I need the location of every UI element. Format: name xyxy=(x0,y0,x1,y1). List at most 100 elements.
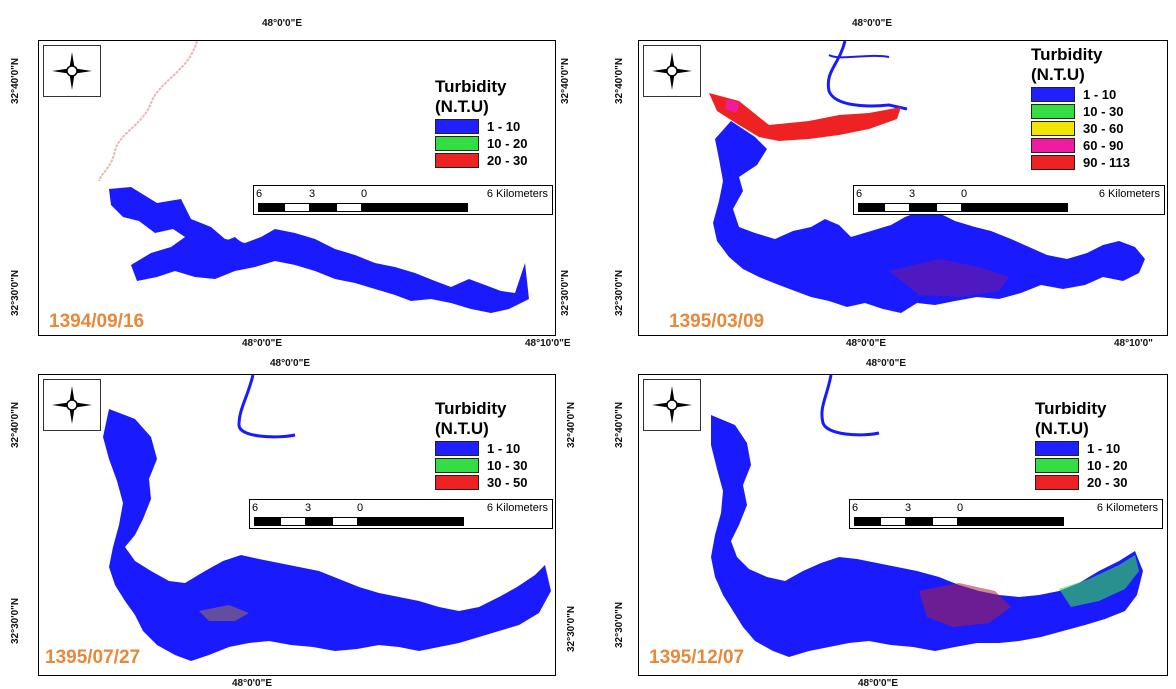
reservoir-map xyxy=(709,41,1145,313)
scale-tick-6: 6 xyxy=(252,502,259,514)
legend-label: 1 - 10 xyxy=(487,118,521,134)
north-arrow xyxy=(43,45,101,97)
legend-label: 10 - 20 xyxy=(487,135,528,151)
legend-label: 1 - 10 xyxy=(487,440,521,456)
acquisition-date: 1395/07/27 xyxy=(45,647,141,668)
turbidity-legend: Turbidity (N.T.U) 1 - 10 10 - 30 30 - 60… xyxy=(1031,45,1165,170)
north-arrow xyxy=(43,379,101,431)
turbid-zone xyxy=(889,259,1009,297)
legend-title: Turbidity xyxy=(1031,45,1103,64)
lon-bottom-right-label: 48°10'0"E xyxy=(525,338,571,349)
lat-left-top: 32°40'0"N xyxy=(10,401,21,448)
legend-label: 60 - 90 xyxy=(1083,137,1124,153)
lat-right-bottom: 32°30'0"N xyxy=(566,605,577,652)
legend-item: 1 - 10 xyxy=(435,440,553,456)
legend-swatch xyxy=(435,152,479,168)
reservoir-map xyxy=(711,375,1143,657)
legend-label: 90 - 113 xyxy=(1083,154,1130,170)
legend-item: 20 - 30 xyxy=(435,152,553,168)
legend-item: 30 - 50 xyxy=(435,474,553,490)
scale-tick-3: 3 xyxy=(909,188,916,200)
turbid-spot xyxy=(199,605,249,621)
map-panel-1: 48°0'0"E Turbidity (N.T.U) 1 - 10 10 - 2… xyxy=(0,0,590,349)
lon-top-label: 48°0'0"E xyxy=(270,358,311,369)
lat-left-top: 32°40'0"N xyxy=(10,57,21,104)
compass-rose-icon xyxy=(652,52,692,90)
lon-bottom-label: 48°0'0"E xyxy=(858,678,899,689)
turbid-edge-green xyxy=(1059,555,1139,607)
scale-unit-label: 6 Kilometers xyxy=(1096,502,1158,514)
scale-segment xyxy=(306,517,332,526)
legend-swatch xyxy=(1035,440,1079,456)
legend-swatch xyxy=(435,118,479,134)
scale-tick-3: 3 xyxy=(905,502,912,514)
lon-bottom-right-label: 48°10'0" xyxy=(1114,338,1153,349)
turbid-inflow xyxy=(709,93,901,141)
scale-segment xyxy=(854,517,880,526)
scale-segment xyxy=(884,203,910,212)
legend-label: 10 - 20 xyxy=(1087,457,1128,473)
legend-swatch xyxy=(1035,474,1079,490)
lat-right-bottom: 32°30'0"N xyxy=(560,269,571,316)
legend-swatch xyxy=(435,440,479,456)
scale-segment xyxy=(958,517,1064,526)
acquisition-date: 1394/09/16 xyxy=(49,311,145,332)
legend-item: 10 - 30 xyxy=(435,457,553,473)
lat-right-top: 32°40'0"N xyxy=(566,401,577,448)
scale-unit-label: 6 Kilometers xyxy=(486,502,548,514)
scale-segment xyxy=(936,203,962,212)
map-frame: Turbidity (N.T.U) 1 - 10 10 - 30 30 - 60… xyxy=(638,40,1168,336)
scale-segment xyxy=(880,517,906,526)
lat-left-bottom: 32°30'0"N xyxy=(614,601,625,648)
scale-tick-6: 6 xyxy=(852,502,859,514)
scale-segment xyxy=(362,203,468,212)
turbidity-legend: Turbidity (N.T.U) 1 - 10 10 - 20 20 - 30 xyxy=(435,77,553,168)
reservoir-map xyxy=(103,375,551,661)
scale-segment xyxy=(906,517,932,526)
lon-top-label: 48°0'0"E xyxy=(852,18,893,29)
scale-tick-3: 3 xyxy=(309,188,316,200)
lat-left-top: 32°40'0"N xyxy=(614,401,625,448)
acquisition-date: 1395/03/09 xyxy=(669,311,765,332)
legend-item: 1 - 10 xyxy=(435,118,553,134)
river-headwater xyxy=(828,54,890,59)
scale-tick-3: 3 xyxy=(305,502,312,514)
scale-segment xyxy=(284,203,310,212)
legend-swatch xyxy=(435,474,479,490)
legend-unit: (N.T.U) xyxy=(1035,419,1089,438)
legend-item: 1 - 10 xyxy=(1031,86,1165,102)
reservoir-water xyxy=(711,415,1143,657)
scale-bar: 6 3 0 6 Kilometers xyxy=(249,499,553,529)
scale-segment xyxy=(910,203,936,212)
river-upstream xyxy=(237,375,296,439)
lat-right-top: 32°40'0"N xyxy=(560,57,571,104)
north-arrow xyxy=(643,379,701,431)
legend-unit: (N.T.U) xyxy=(1031,65,1085,84)
scale-bar: 6 3 0 6 Kilometers xyxy=(853,185,1165,215)
river-upstream xyxy=(98,41,198,182)
turbid-zone xyxy=(919,583,1011,627)
turbid-spot-magenta xyxy=(725,99,739,113)
map-frame: Turbidity (N.T.U) 1 - 10 10 - 20 20 - 30… xyxy=(638,374,1168,676)
legend-label: 10 - 30 xyxy=(487,457,528,473)
legend-swatch xyxy=(435,135,479,151)
scale-segment xyxy=(932,517,958,526)
legend-label: 30 - 50 xyxy=(487,474,528,490)
legend-unit: (N.T.U) xyxy=(435,419,489,438)
turbidity-legend: Turbidity (N.T.U) 1 - 10 10 - 20 20 - 30 xyxy=(1035,399,1163,490)
map-frame: Turbidity (N.T.U) 1 - 10 10 - 20 20 - 30… xyxy=(38,40,556,336)
lon-bottom-label: 48°0'0"E xyxy=(232,678,273,689)
lon-top-label: 48°0'0"E xyxy=(262,18,303,29)
legend-item: 1 - 10 xyxy=(1035,440,1163,456)
scale-unit-label: 6 Kilometers xyxy=(486,188,548,200)
lat-left-bottom: 32°30'0"N xyxy=(10,269,21,316)
scale-segment xyxy=(280,517,306,526)
legend-swatch xyxy=(435,457,479,473)
legend-label: 10 - 30 xyxy=(1083,103,1124,119)
legend-item: 60 - 90 xyxy=(1031,137,1165,153)
lon-bottom-label: 48°0'0"E xyxy=(242,338,283,349)
legend-title: Turbidity xyxy=(1035,399,1107,418)
scale-segment xyxy=(332,517,358,526)
scale-tick-6: 6 xyxy=(256,188,263,200)
lon-top-label: 48°0'0"E xyxy=(866,358,907,369)
